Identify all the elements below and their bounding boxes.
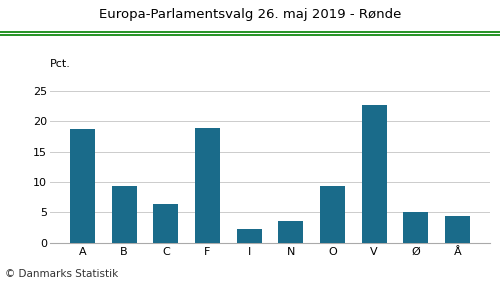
Bar	[154, 204, 178, 243]
Text: © Danmarks Statistik: © Danmarks Statistik	[5, 269, 118, 279]
Bar	[112, 186, 136, 243]
Text: Europa-Parlamentsvalg 26. maj 2019 - Rønde: Europa-Parlamentsvalg 26. maj 2019 - Røn…	[99, 8, 401, 21]
Bar	[70, 129, 95, 243]
Bar	[362, 105, 386, 243]
Bar	[236, 229, 262, 243]
Text: Pct.: Pct.	[50, 59, 71, 69]
Bar	[445, 216, 470, 243]
Bar	[320, 186, 345, 243]
Bar	[278, 221, 303, 243]
Bar	[195, 128, 220, 243]
Bar	[404, 212, 428, 243]
